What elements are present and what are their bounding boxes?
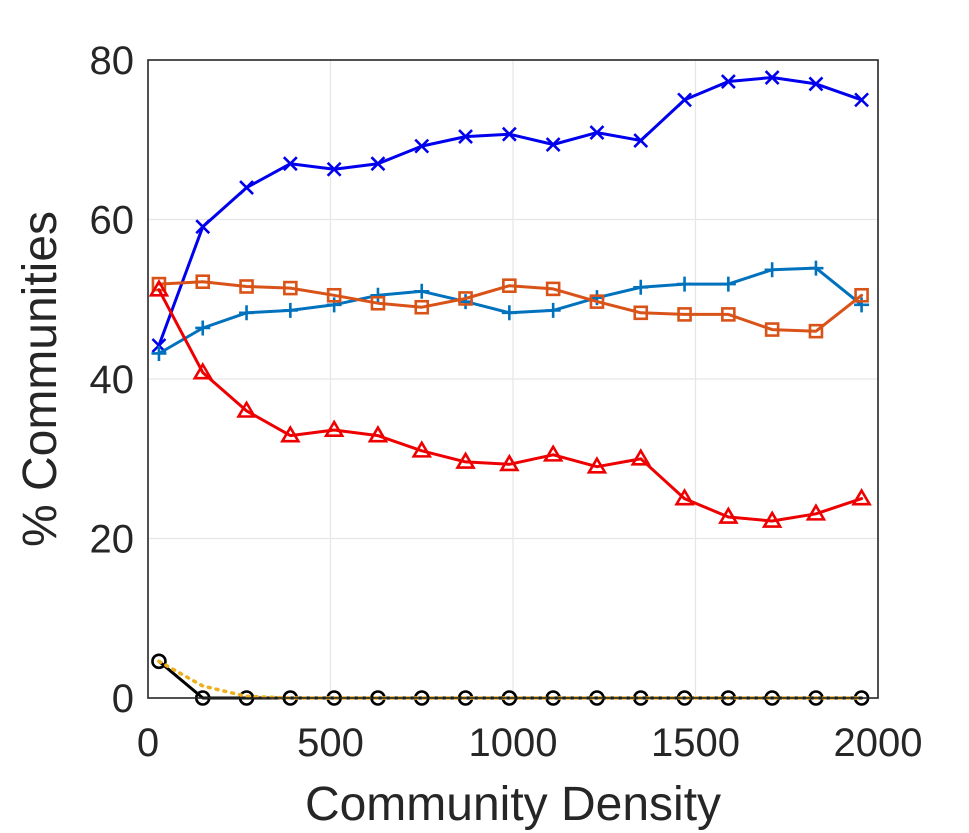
series-3: [148, 279, 872, 528]
data-point: [195, 320, 211, 336]
data-point: [282, 156, 298, 172]
series-line: [157, 76, 864, 347]
data-point: [542, 444, 564, 462]
data-point: [414, 138, 430, 154]
data-point: [851, 488, 872, 506]
data-point: [764, 262, 780, 278]
data-point: [674, 488, 695, 506]
data-point: [414, 299, 430, 315]
data-point: [718, 506, 739, 524]
series-line: [157, 280, 864, 333]
data-point: [239, 305, 255, 321]
x-tick-label: 1500: [651, 721, 740, 765]
data-point: [677, 276, 693, 292]
x-tick-label: 500: [297, 721, 364, 765]
data-point: [370, 287, 386, 303]
data-point: [720, 74, 736, 89]
data-point: [280, 425, 301, 443]
y-tick-label: 80: [90, 39, 135, 83]
data-point: [282, 302, 298, 318]
data-point: [764, 70, 780, 85]
data-point: [455, 451, 476, 469]
series-1: [151, 260, 870, 361]
data-point: [411, 440, 433, 458]
series-line: [157, 288, 864, 523]
data-point: [764, 322, 780, 337]
data-point: [586, 456, 608, 474]
plot-area-border: [147, 59, 879, 699]
y-axis-label: % Communities: [14, 211, 67, 547]
data-point: [151, 345, 167, 361]
data-point: [236, 400, 257, 418]
data-point: [499, 453, 520, 472]
x-tick-label: 1000: [469, 721, 558, 765]
data-point: [501, 305, 517, 321]
data-point: [808, 76, 824, 92]
data-point: [808, 260, 824, 276]
data-point: [720, 276, 736, 292]
series-2: [151, 274, 869, 339]
data-point: [458, 291, 473, 306]
data-point: [370, 156, 386, 172]
data-point: [326, 287, 342, 303]
data-point: [323, 419, 345, 437]
data-point: [854, 92, 869, 108]
data-point: [677, 307, 692, 322]
data-point: [589, 125, 605, 140]
data-point: [195, 219, 211, 235]
data-point: [367, 425, 389, 443]
y-tick-label: 40: [90, 358, 135, 402]
x-axis-label: Community Density: [305, 778, 721, 831]
data-point: [151, 653, 167, 670]
data-point: [326, 161, 342, 177]
data-point: [545, 137, 561, 152]
data-point: [633, 133, 649, 148]
data-point: [545, 281, 561, 297]
data-point: [148, 279, 170, 297]
data-point: [630, 448, 652, 466]
data-point: [195, 274, 211, 290]
data-point: [414, 283, 430, 299]
data-point: [633, 279, 649, 295]
data-point: [501, 126, 517, 142]
data-point: [721, 307, 736, 322]
y-tick-label: 20: [90, 518, 135, 562]
data-point: [239, 180, 254, 196]
data-point: [677, 92, 692, 108]
grid: [148, 60, 878, 698]
tick-labels: 0 500 1000 1500 2000 0 20 40 60 80: [90, 39, 923, 765]
series-0: [151, 70, 869, 353]
series-layer: [148, 70, 872, 706]
data-point: [239, 279, 254, 294]
data-point: [192, 362, 214, 380]
data-point: [545, 302, 561, 318]
data-point: [854, 287, 869, 303]
data-point: [326, 297, 342, 313]
data-point: [283, 280, 298, 296]
x-tick-label: 0: [137, 721, 159, 765]
data-point: [589, 294, 605, 309]
data-point: [808, 323, 824, 339]
y-tick-label: 60: [90, 199, 135, 243]
y-tick-label: 0: [112, 677, 134, 721]
x-tick-label: 2000: [834, 721, 923, 765]
data-point: [633, 305, 649, 321]
data-point: [761, 510, 783, 528]
data-point: [805, 503, 827, 521]
data-point: [458, 129, 473, 144]
data-point: [370, 295, 386, 311]
data-point: [854, 297, 870, 313]
data-point: [502, 278, 517, 293]
